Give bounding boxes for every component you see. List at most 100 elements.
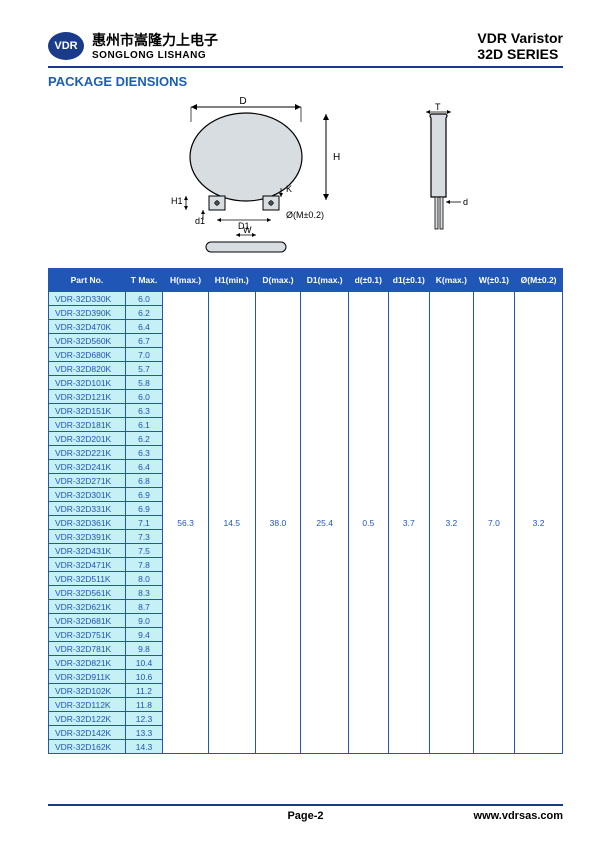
part-number: VDR-32D431K bbox=[49, 544, 126, 558]
t-max: 9.0 bbox=[125, 614, 162, 628]
svg-text:Ø(M±0.2): Ø(M±0.2) bbox=[286, 210, 324, 220]
t-max: 6.7 bbox=[125, 334, 162, 348]
page-number: Page-2 bbox=[287, 810, 323, 822]
package-diagram: D H K H1 d1 bbox=[48, 89, 563, 264]
dimensions-table: Part No.T Max.H(max.)H1(min.)D(max.)D1(m… bbox=[48, 268, 563, 754]
part-number: VDR-32D241K bbox=[49, 460, 126, 474]
part-number: VDR-32D162K bbox=[49, 740, 126, 754]
t-max: 7.0 bbox=[125, 348, 162, 362]
column-header: H1(min.) bbox=[208, 269, 255, 292]
t-max: 8.3 bbox=[125, 586, 162, 600]
t-max: 10.6 bbox=[125, 670, 162, 684]
part-number: VDR-32D361K bbox=[49, 516, 126, 530]
merged-value: 38.0 bbox=[255, 292, 301, 754]
t-max: 6.0 bbox=[125, 390, 162, 404]
part-number: VDR-32D221K bbox=[49, 446, 126, 460]
column-header: K(max.) bbox=[430, 269, 474, 292]
t-max: 5.7 bbox=[125, 362, 162, 376]
t-max: 13.3 bbox=[125, 726, 162, 740]
t-max: 11.2 bbox=[125, 684, 162, 698]
column-header: d(±0.1) bbox=[349, 269, 388, 292]
t-max: 14.3 bbox=[125, 740, 162, 754]
table-row: VDR-32D330K6.056.314.538.025.40.53.73.27… bbox=[49, 292, 563, 306]
part-number: VDR-32D391K bbox=[49, 530, 126, 544]
part-number: VDR-32D122K bbox=[49, 712, 126, 726]
company-name-en: SONGLONG LISHANG bbox=[92, 50, 218, 61]
svg-text:H1: H1 bbox=[171, 196, 183, 206]
part-number: VDR-32D680K bbox=[49, 348, 126, 362]
part-number: VDR-32D330K bbox=[49, 292, 126, 306]
part-number: VDR-32D560K bbox=[49, 334, 126, 348]
t-max: 6.9 bbox=[125, 502, 162, 516]
header-right: VDR Varistor 32D SERIES bbox=[477, 30, 563, 62]
merged-value: 14.5 bbox=[208, 292, 255, 754]
part-number: VDR-32D181K bbox=[49, 418, 126, 432]
t-max: 6.8 bbox=[125, 474, 162, 488]
header: VDR 惠州市嵩隆力上电子 SONGLONG LISHANG VDR Varis… bbox=[48, 30, 563, 68]
part-number: VDR-32D271K bbox=[49, 474, 126, 488]
t-max: 6.2 bbox=[125, 306, 162, 320]
part-number: VDR-32D781K bbox=[49, 642, 126, 656]
footer: Page-2 www.vdrsas.com bbox=[48, 804, 563, 822]
t-max: 6.1 bbox=[125, 418, 162, 432]
part-number: VDR-32D470K bbox=[49, 320, 126, 334]
column-header: Part No. bbox=[49, 269, 126, 292]
merged-value: 3.2 bbox=[430, 292, 474, 754]
merged-value: 3.7 bbox=[388, 292, 430, 754]
t-max: 7.3 bbox=[125, 530, 162, 544]
t-max: 6.3 bbox=[125, 446, 162, 460]
company-name-cn: 惠州市嵩隆力上电子 bbox=[92, 30, 218, 50]
part-number: VDR-32D151K bbox=[49, 404, 126, 418]
t-max: 6.2 bbox=[125, 432, 162, 446]
part-number: VDR-32D331K bbox=[49, 502, 126, 516]
merged-value: 56.3 bbox=[163, 292, 209, 754]
column-header: Ø(M±0.2) bbox=[515, 269, 563, 292]
merged-value: 7.0 bbox=[473, 292, 515, 754]
svg-text:K: K bbox=[286, 184, 292, 194]
column-header: d1(±0.1) bbox=[388, 269, 430, 292]
svg-text:H: H bbox=[333, 152, 340, 163]
part-number: VDR-32D561K bbox=[49, 586, 126, 600]
section-title: PACKAGE DIENSIONS bbox=[48, 74, 563, 89]
t-max: 7.5 bbox=[125, 544, 162, 558]
part-number: VDR-32D101K bbox=[49, 376, 126, 390]
t-max: 6.0 bbox=[125, 292, 162, 306]
t-max: 12.3 bbox=[125, 712, 162, 726]
product-type: VDR Varistor bbox=[477, 30, 563, 46]
part-number: VDR-32D112K bbox=[49, 698, 126, 712]
t-max: 6.9 bbox=[125, 488, 162, 502]
part-number: VDR-32D390K bbox=[49, 306, 126, 320]
column-header: W(±0.1) bbox=[473, 269, 515, 292]
t-max: 8.7 bbox=[125, 600, 162, 614]
part-number: VDR-32D301K bbox=[49, 488, 126, 502]
part-number: VDR-32D820K bbox=[49, 362, 126, 376]
column-header: H(max.) bbox=[163, 269, 209, 292]
t-max: 11.8 bbox=[125, 698, 162, 712]
t-max: 6.4 bbox=[125, 320, 162, 334]
logo: VDR bbox=[48, 32, 84, 60]
part-number: VDR-32D911K bbox=[49, 670, 126, 684]
t-max: 6.4 bbox=[125, 460, 162, 474]
part-number: VDR-32D121K bbox=[49, 390, 126, 404]
t-max: 9.8 bbox=[125, 642, 162, 656]
part-number: VDR-32D751K bbox=[49, 628, 126, 642]
svg-text:d: d bbox=[463, 197, 468, 207]
column-header: T Max. bbox=[125, 269, 162, 292]
svg-text:d1: d1 bbox=[195, 216, 205, 226]
t-max: 9.4 bbox=[125, 628, 162, 642]
part-number: VDR-32D102K bbox=[49, 684, 126, 698]
header-left: VDR 惠州市嵩隆力上电子 SONGLONG LISHANG bbox=[48, 30, 218, 61]
svg-text:T: T bbox=[435, 102, 441, 112]
series: 32D SERIES bbox=[477, 46, 563, 62]
merged-value: 25.4 bbox=[301, 292, 349, 754]
t-max: 5.8 bbox=[125, 376, 162, 390]
svg-text:D: D bbox=[239, 96, 246, 107]
part-number: VDR-32D621K bbox=[49, 600, 126, 614]
column-header: D(max.) bbox=[255, 269, 301, 292]
part-number: VDR-32D511K bbox=[49, 572, 126, 586]
footer-url: www.vdrsas.com bbox=[474, 810, 563, 822]
part-number: VDR-32D681K bbox=[49, 614, 126, 628]
t-max: 7.8 bbox=[125, 558, 162, 572]
t-max: 10.4 bbox=[125, 656, 162, 670]
merged-value: 3.2 bbox=[515, 292, 563, 754]
